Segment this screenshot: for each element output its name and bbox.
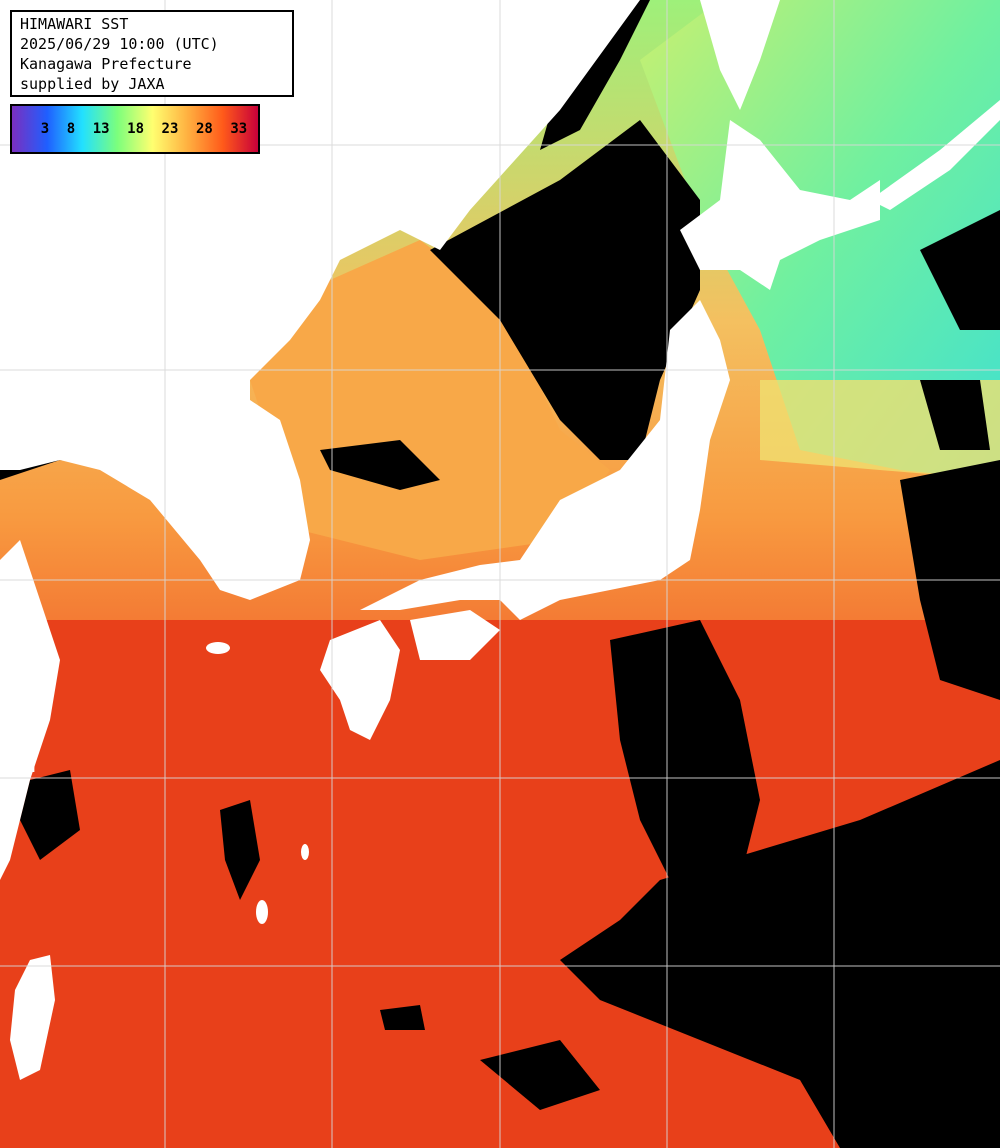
cloud-region bbox=[480, 1040, 600, 1110]
cloud-region bbox=[220, 800, 260, 900]
land-sakhalin bbox=[700, 0, 780, 110]
legend-tick: 3 bbox=[40, 121, 50, 137]
info-box: HIMAWARI SST 2025/06/29 10:00 (UTC) Kana… bbox=[10, 10, 294, 97]
map-datetime: 2025/06/29 10:00 (UTC) bbox=[20, 35, 219, 53]
lat-label-30n: 30N bbox=[10, 760, 36, 776]
land-island bbox=[256, 900, 268, 924]
land-hokkaido bbox=[680, 120, 880, 290]
land-honshu bbox=[360, 300, 730, 620]
cloud-region bbox=[20, 770, 80, 860]
legend-tick: 23 bbox=[161, 121, 179, 137]
japan-sea bbox=[250, 240, 610, 560]
lat-label-40n: 40N bbox=[10, 352, 36, 368]
cloud-region bbox=[430, 120, 700, 460]
land-shikoku bbox=[410, 610, 500, 660]
cloud-region bbox=[610, 620, 760, 900]
legend-tick: 18 bbox=[127, 121, 144, 137]
legend-tick: 8 bbox=[66, 121, 76, 137]
legend-tick: 13 bbox=[92, 121, 110, 137]
land-china-coast bbox=[0, 540, 60, 880]
land-island bbox=[206, 642, 230, 654]
cloud-region bbox=[320, 440, 440, 490]
cloud-region bbox=[380, 1005, 425, 1030]
map-region: Kanagawa Prefecture bbox=[20, 55, 192, 73]
cloud-region bbox=[920, 380, 990, 450]
temperature-legend: 3 8 13 18 23 28 33 bbox=[10, 104, 260, 154]
land-island bbox=[301, 844, 309, 860]
map-title: HIMAWARI SST bbox=[20, 15, 129, 33]
cloud-region bbox=[920, 210, 1000, 330]
map-credit: supplied by JAXA bbox=[20, 75, 165, 93]
cloud-region bbox=[560, 760, 1000, 1148]
legend-tick: 33 bbox=[230, 121, 248, 137]
land-kyushu bbox=[320, 620, 400, 740]
land-taiwan bbox=[10, 955, 55, 1080]
land-kurils bbox=[870, 100, 1000, 210]
legend-tick: 28 bbox=[195, 121, 213, 137]
